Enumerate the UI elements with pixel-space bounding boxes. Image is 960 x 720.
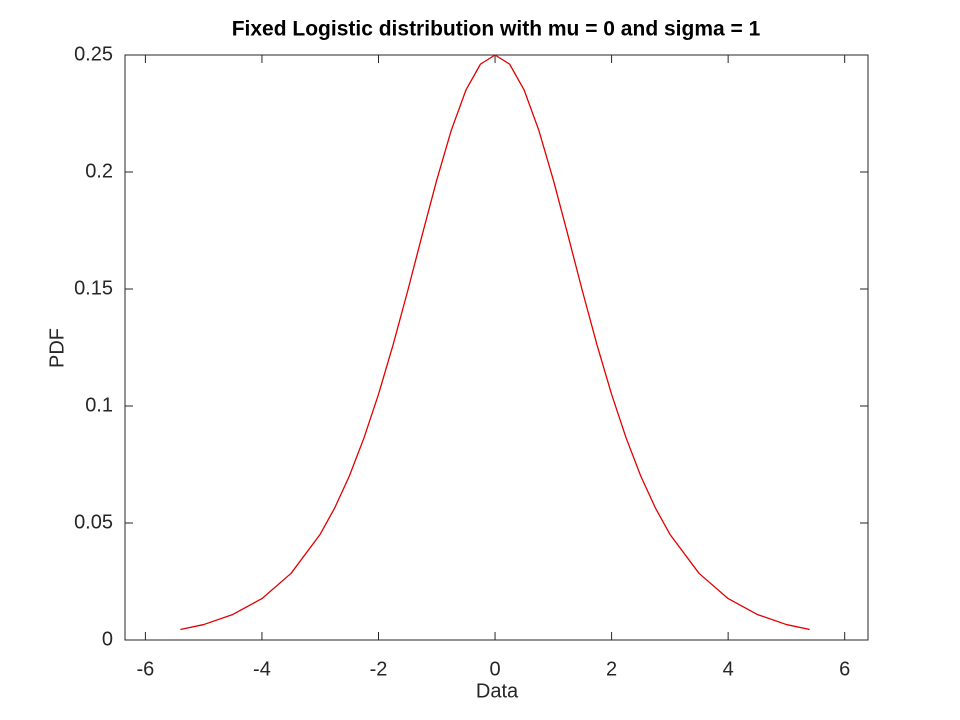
y-tick-label: 0.1 xyxy=(85,394,113,416)
y-tick-label: 0.05 xyxy=(74,511,113,533)
y-tick-label: 0.25 xyxy=(74,43,113,65)
y-tick-label: 0.2 xyxy=(85,160,113,182)
y-tick-label: 0 xyxy=(102,628,113,650)
x-tick-label: 4 xyxy=(723,658,734,680)
x-tick-label: 6 xyxy=(839,658,850,680)
chart-title: Fixed Logistic distribution with mu = 0 … xyxy=(232,18,761,41)
y-axis-label: PDF xyxy=(46,328,68,368)
x-tick-label: 0 xyxy=(489,658,500,680)
x-tick-label: -2 xyxy=(370,658,388,680)
x-axis-label: Data xyxy=(476,680,519,702)
x-tick-label: 2 xyxy=(606,658,617,680)
x-tick-label: -6 xyxy=(136,658,154,680)
line-series xyxy=(180,54,810,631)
plot-frame xyxy=(124,54,869,641)
y-tick-label: 0.15 xyxy=(74,277,113,299)
x-tick-label: -4 xyxy=(253,658,271,680)
